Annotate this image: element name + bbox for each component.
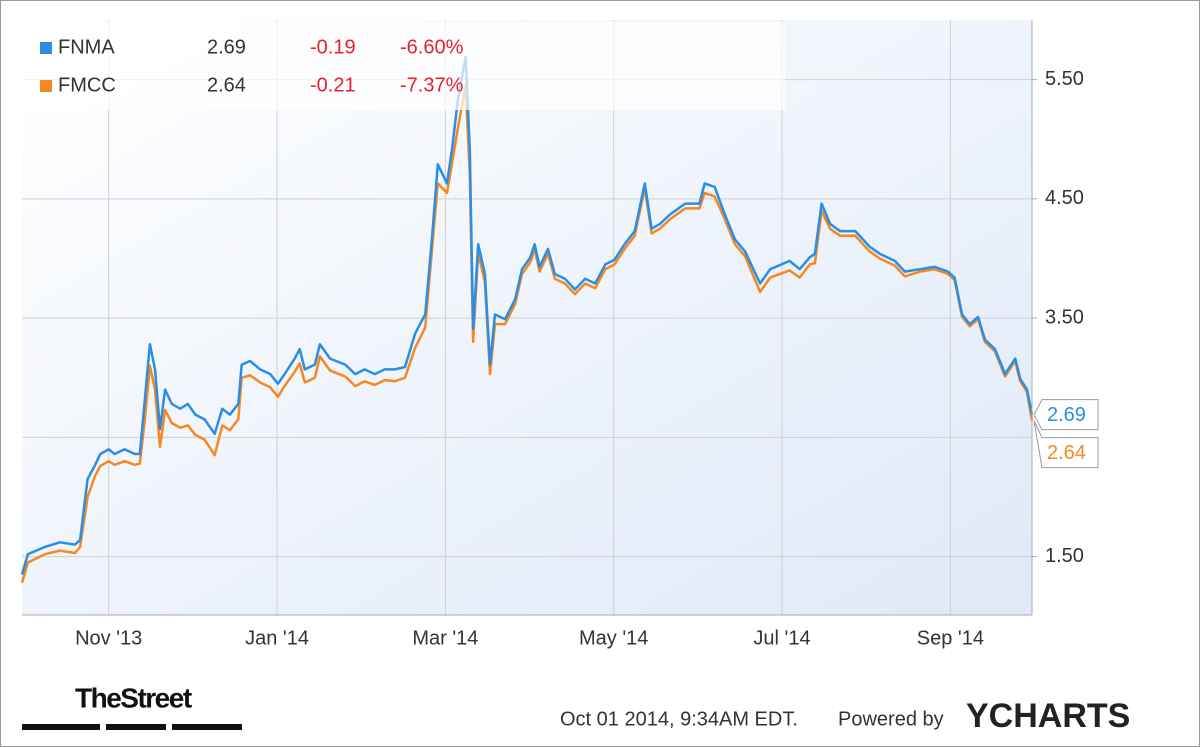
- x-tick-label: Jan '14: [245, 627, 309, 649]
- x-tick-label: Mar '14: [412, 627, 478, 649]
- plot-area: [22, 20, 1032, 615]
- y-tick-label: 4.50: [1045, 187, 1084, 209]
- legend-swatch: [40, 42, 52, 54]
- value-label-box: [1033, 399, 1099, 431]
- legend-last: 2.64: [207, 74, 246, 96]
- timestamp: Oct 01 2014, 9:34AM EDT.: [560, 708, 798, 730]
- legend-label: FMCC: [58, 74, 116, 96]
- legend-change-pct: -7.37%: [400, 74, 464, 96]
- brand: YCHARTS: [966, 697, 1130, 735]
- legend-swatch: [40, 80, 52, 92]
- logo-bar: [22, 724, 100, 730]
- logo-bar: [172, 724, 242, 730]
- value-label: 2.64: [1047, 442, 1086, 464]
- logo-bar: [106, 724, 166, 730]
- x-tick-label: May '14: [579, 627, 648, 649]
- legend-change-pct: -6.60%: [400, 36, 464, 58]
- series-line: [20, 84, 1034, 584]
- legend-label: FNMA: [58, 36, 115, 58]
- series-line: [20, 55, 1034, 575]
- x-tick-label: Nov '13: [75, 627, 142, 649]
- y-tick-label: 5.50: [1045, 68, 1084, 90]
- y-tick-label: 3.50: [1045, 306, 1084, 328]
- x-tick-label: Jul '14: [753, 627, 810, 649]
- value-label-box: [1033, 420, 1099, 469]
- source-logo: TheStreet: [75, 682, 192, 713]
- x-tick-label: Sep '14: [917, 627, 984, 649]
- legend-box: [22, 22, 785, 110]
- value-label: 2.69: [1047, 404, 1086, 426]
- legend-change: -0.21: [310, 74, 356, 96]
- y-tick-label: 1.50: [1045, 545, 1084, 567]
- legend-last: 2.69: [207, 36, 246, 58]
- legend-change: -0.19: [310, 36, 356, 58]
- powered-by: Powered by: [838, 708, 944, 730]
